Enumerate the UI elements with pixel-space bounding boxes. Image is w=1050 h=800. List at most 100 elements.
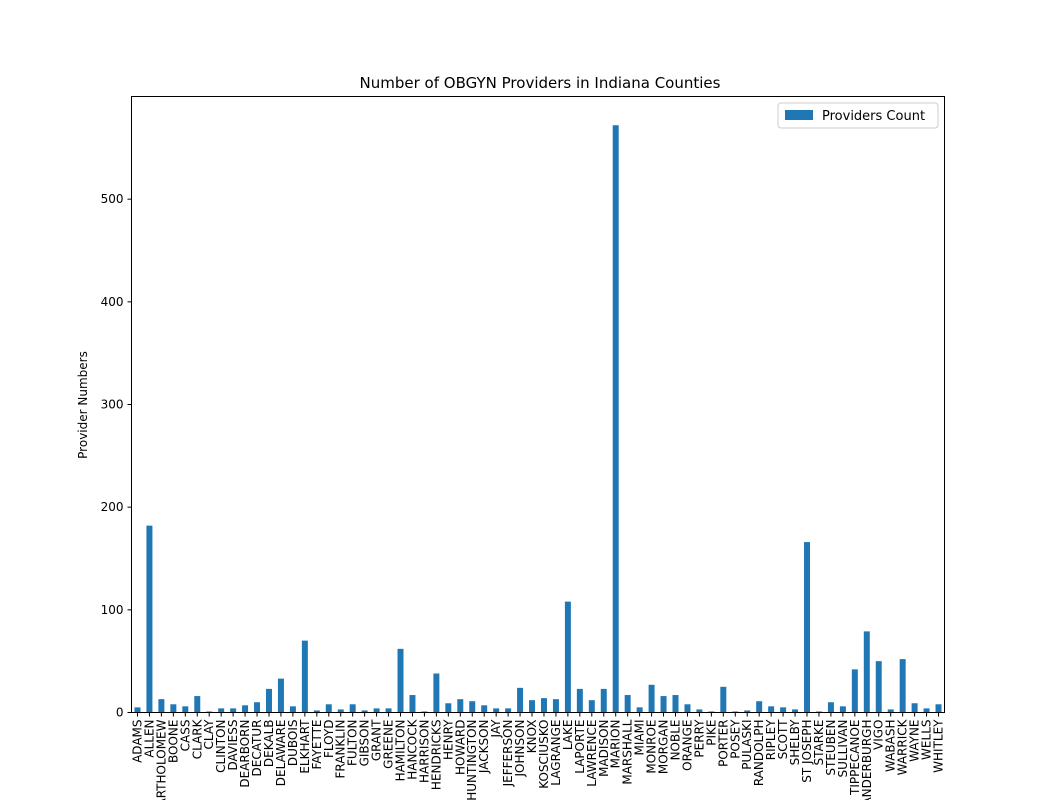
x-tick-label: ORANGE (680, 720, 694, 771)
bar-shelby (792, 709, 799, 713)
bar-hamilton (397, 648, 404, 713)
x-tick-label: CLARK (190, 718, 204, 759)
x-tick-label: JEFFERSON (501, 720, 515, 788)
bar-whitley (935, 704, 942, 713)
legend-label: Providers Count (822, 109, 925, 124)
x-tick-label: JAY (489, 719, 503, 739)
bar-howard (457, 699, 464, 713)
bar-dearborn (242, 705, 249, 713)
x-tick-label: JACKSON (477, 720, 491, 775)
x-tick-label: LAPORTE (573, 720, 587, 774)
bar-harrison (421, 711, 428, 713)
bar-laporte (576, 688, 583, 713)
x-tick-label: BOONE (166, 720, 180, 763)
bar-adams (134, 707, 141, 713)
bar-henry (445, 703, 452, 713)
bar-boone (170, 704, 177, 713)
chart-title: Number of OBGYN Providers in Indiana Cou… (360, 74, 721, 92)
y-tick-label: 100 (101, 603, 124, 617)
x-tick-label: MONROE (645, 720, 659, 774)
bar-starke (815, 711, 822, 713)
bar-warrick (899, 659, 906, 713)
bar-morgan (660, 696, 667, 713)
bar-greene (385, 708, 392, 713)
bar-marion (612, 125, 619, 713)
plot-frame (131, 96, 945, 713)
x-tick-label: DUBOIS (286, 720, 300, 767)
legend-box (777, 102, 939, 129)
x-tick-label: CLINTON (214, 720, 228, 773)
x-tick-label: FLOYD (322, 720, 336, 759)
y-tick-label: 300 (101, 398, 124, 412)
bar-monroe (648, 684, 655, 713)
x-tick-label: GRANT (370, 719, 384, 761)
bar-steuben (827, 702, 834, 713)
x-tick-label: DEARBORN (238, 720, 252, 788)
bar-jefferson (505, 708, 512, 713)
bar-porter (720, 686, 727, 713)
x-tick-label: WARRICK (896, 718, 910, 775)
x-tick-label: HENDRICKS (429, 720, 443, 791)
x-tick-label: SULLIVAN (836, 720, 850, 778)
bar-pulaski (744, 710, 751, 713)
x-tick-label: RANDOLPH (752, 720, 766, 787)
bar-fayette (313, 710, 320, 713)
x-tick-label: STARKE (812, 720, 826, 766)
x-tick-label: HUNTINGTON (465, 720, 479, 800)
bar-johnson (517, 687, 524, 713)
bar-delaware (277, 678, 284, 713)
bar-sullivan (839, 706, 846, 713)
bar-bartholomew (158, 699, 165, 713)
bar-orange (684, 704, 691, 713)
bar-elkhart (301, 640, 308, 713)
x-tick-label: HANCOCK (405, 718, 419, 779)
x-tick-label: SCOTT (776, 719, 790, 760)
x-tick-label: WELLS (920, 720, 934, 760)
y-tick-label: 0 (116, 706, 124, 720)
x-tick-label: PIKE (704, 720, 718, 746)
x-tick-label: VIGO (872, 720, 886, 751)
x-tick-label: POSEY (728, 719, 742, 759)
x-tick-label: FAYETTE (310, 720, 324, 770)
x-tick-label: VANDERBURGH (860, 720, 874, 800)
bar-jackson (481, 705, 488, 713)
legend-swatch (785, 110, 813, 120)
bar-hendricks (433, 673, 440, 713)
x-tick-label: KNOX (525, 720, 539, 754)
x-tick-label: KOSCIUSKO (537, 720, 551, 789)
y-tick-label: 400 (101, 295, 124, 309)
bar-wayne (911, 703, 918, 713)
x-tick-label: DELAWARE (274, 720, 288, 787)
x-tick-label: LAWRENCE (585, 720, 599, 787)
x-tick-label: BARTHOLOMEW (154, 719, 168, 800)
x-tick-label: MADISON (597, 720, 611, 777)
bar-vanderburgh (863, 631, 870, 713)
y-axis-label: Provider Numbers (76, 351, 90, 459)
bar-tippecanoe (851, 669, 858, 713)
bar-noble (672, 695, 679, 713)
bar-randolph (756, 701, 763, 713)
y-tick-label: 200 (101, 500, 124, 514)
bar-scott (780, 707, 787, 713)
bar-cass (182, 706, 189, 713)
x-tick-label: PORTER (716, 720, 730, 767)
bar-lake (564, 601, 571, 713)
x-axis-ticks: ADAMSALLENBARTHOLOMEWBOONECASSCLARKCLAYC… (130, 712, 946, 800)
x-tick-label: CASS (178, 720, 192, 752)
bar-knox (529, 700, 536, 713)
bar-ripley (768, 706, 775, 713)
bar-wabash (887, 709, 894, 713)
bar-hancock (409, 695, 416, 713)
x-tick-label: MARION (609, 720, 623, 769)
bar-clay (206, 711, 213, 713)
x-tick-label: LAGRANGE (549, 720, 563, 786)
x-tick-label: HOWARD (453, 720, 467, 775)
x-tick-label: PULASKI (740, 720, 754, 770)
bar-dekalb (266, 688, 272, 713)
x-tick-label: MARSHALL (621, 719, 635, 784)
x-tick-label: GREENE (382, 720, 396, 769)
bar-lawrence (588, 700, 595, 713)
x-tick-label: SHELBY (788, 719, 802, 765)
bar-dubois (289, 706, 296, 713)
